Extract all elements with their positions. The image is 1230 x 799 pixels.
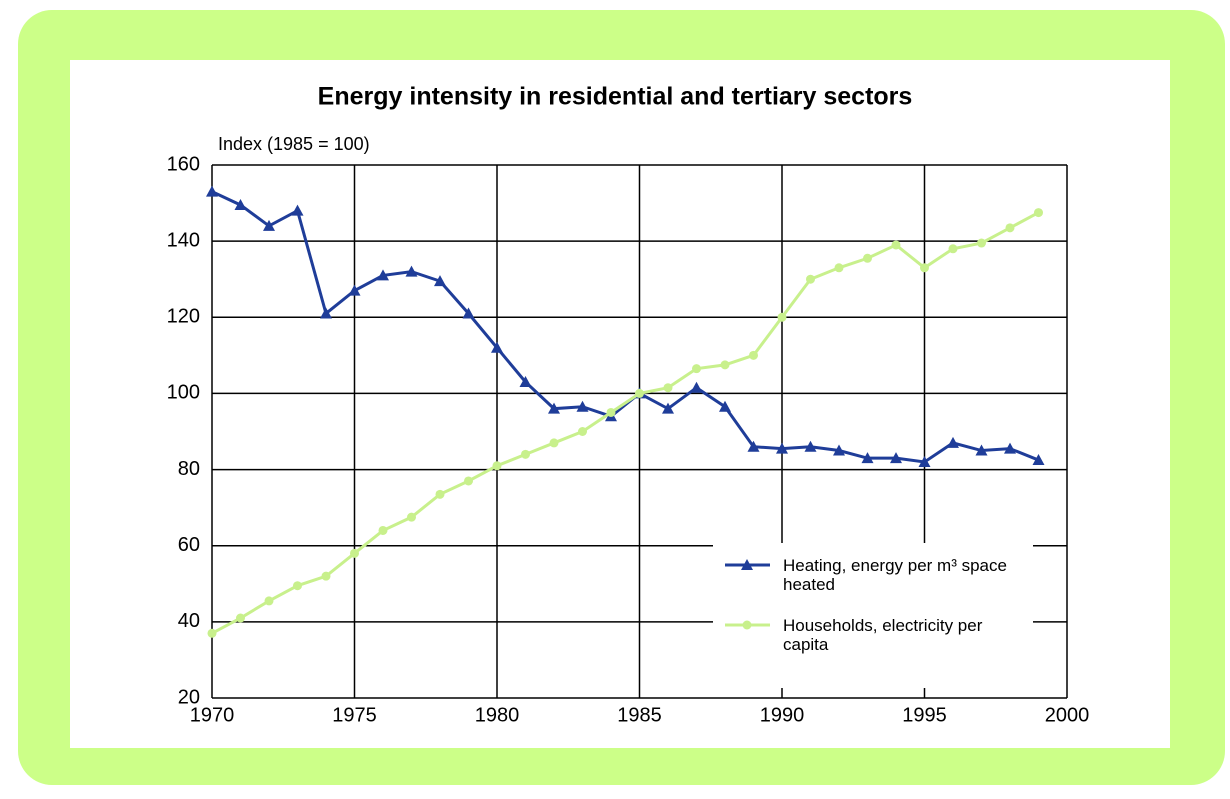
marker xyxy=(747,440,760,452)
marker xyxy=(378,525,388,535)
marker xyxy=(720,360,730,370)
marker xyxy=(891,240,901,250)
marker xyxy=(293,581,302,591)
marker xyxy=(863,253,872,263)
marker xyxy=(1034,208,1043,218)
marker xyxy=(492,461,502,471)
marker xyxy=(635,388,644,398)
marker xyxy=(861,452,874,464)
legend-box xyxy=(713,543,1033,688)
marker xyxy=(576,400,589,412)
x-tick-label: 1995 xyxy=(902,704,947,726)
marker xyxy=(234,198,247,210)
marker xyxy=(206,185,218,197)
marker xyxy=(435,489,445,499)
marker xyxy=(578,427,587,436)
marker xyxy=(264,596,274,606)
y-tick-label: 160 xyxy=(167,153,200,175)
marker xyxy=(948,244,958,254)
y-tick-label: 100 xyxy=(167,382,200,404)
x-tick-label: 1975 xyxy=(332,704,377,726)
marker xyxy=(407,512,416,522)
y-tick-label: 140 xyxy=(167,229,200,251)
marker xyxy=(348,284,361,296)
chart-title: Energy intensity in residential and tert… xyxy=(318,83,913,111)
y-tick-label: 20 xyxy=(178,686,200,708)
marker xyxy=(947,436,959,448)
y-tick-label: 120 xyxy=(167,306,200,328)
y-tick-label: 40 xyxy=(178,610,200,632)
marker xyxy=(236,613,245,623)
marker xyxy=(777,312,787,322)
marker xyxy=(320,307,332,319)
x-tick-label: 1985 xyxy=(617,704,662,726)
marker xyxy=(606,407,616,417)
marker xyxy=(719,400,731,412)
x-tick-label: 2000 xyxy=(1045,704,1090,726)
legend-label: Households, electricity per capita xyxy=(783,616,983,654)
y-tick-label: 80 xyxy=(178,458,200,480)
marker xyxy=(742,620,752,630)
marker xyxy=(377,269,389,281)
marker xyxy=(1005,223,1015,233)
marker xyxy=(975,444,988,456)
marker xyxy=(321,571,331,581)
marker xyxy=(291,204,304,216)
y-axis-label: Index (1985 = 100) xyxy=(218,134,370,154)
marker xyxy=(890,452,902,464)
marker xyxy=(834,263,844,273)
marker xyxy=(462,307,475,319)
x-tick-label: 1980 xyxy=(475,704,520,726)
marker xyxy=(833,444,845,456)
legend-label: Heating, energy per m³ space heated xyxy=(783,556,1007,594)
series-line xyxy=(211,211,1040,635)
marker xyxy=(1004,442,1016,454)
marker xyxy=(263,219,275,231)
marker xyxy=(749,350,758,360)
x-tick-label: 1970 xyxy=(190,704,235,726)
marker xyxy=(776,442,788,454)
marker xyxy=(519,376,532,388)
marker xyxy=(1032,454,1045,466)
marker xyxy=(549,438,559,448)
marker xyxy=(806,274,815,284)
marker xyxy=(548,402,560,414)
marker xyxy=(464,476,473,486)
marker xyxy=(207,628,217,638)
marker xyxy=(350,548,359,558)
marker xyxy=(804,440,817,452)
marker xyxy=(692,364,701,374)
marker xyxy=(918,455,931,467)
marker xyxy=(741,559,753,570)
marker xyxy=(977,238,986,248)
marker xyxy=(663,383,673,393)
marker xyxy=(405,265,418,277)
marker xyxy=(491,341,503,353)
marker xyxy=(920,263,929,273)
marker xyxy=(662,402,674,414)
marker xyxy=(690,381,703,393)
marker xyxy=(434,275,446,287)
y-tick-label: 60 xyxy=(178,534,200,556)
x-tick-label: 1990 xyxy=(760,704,805,726)
marker xyxy=(521,449,530,459)
